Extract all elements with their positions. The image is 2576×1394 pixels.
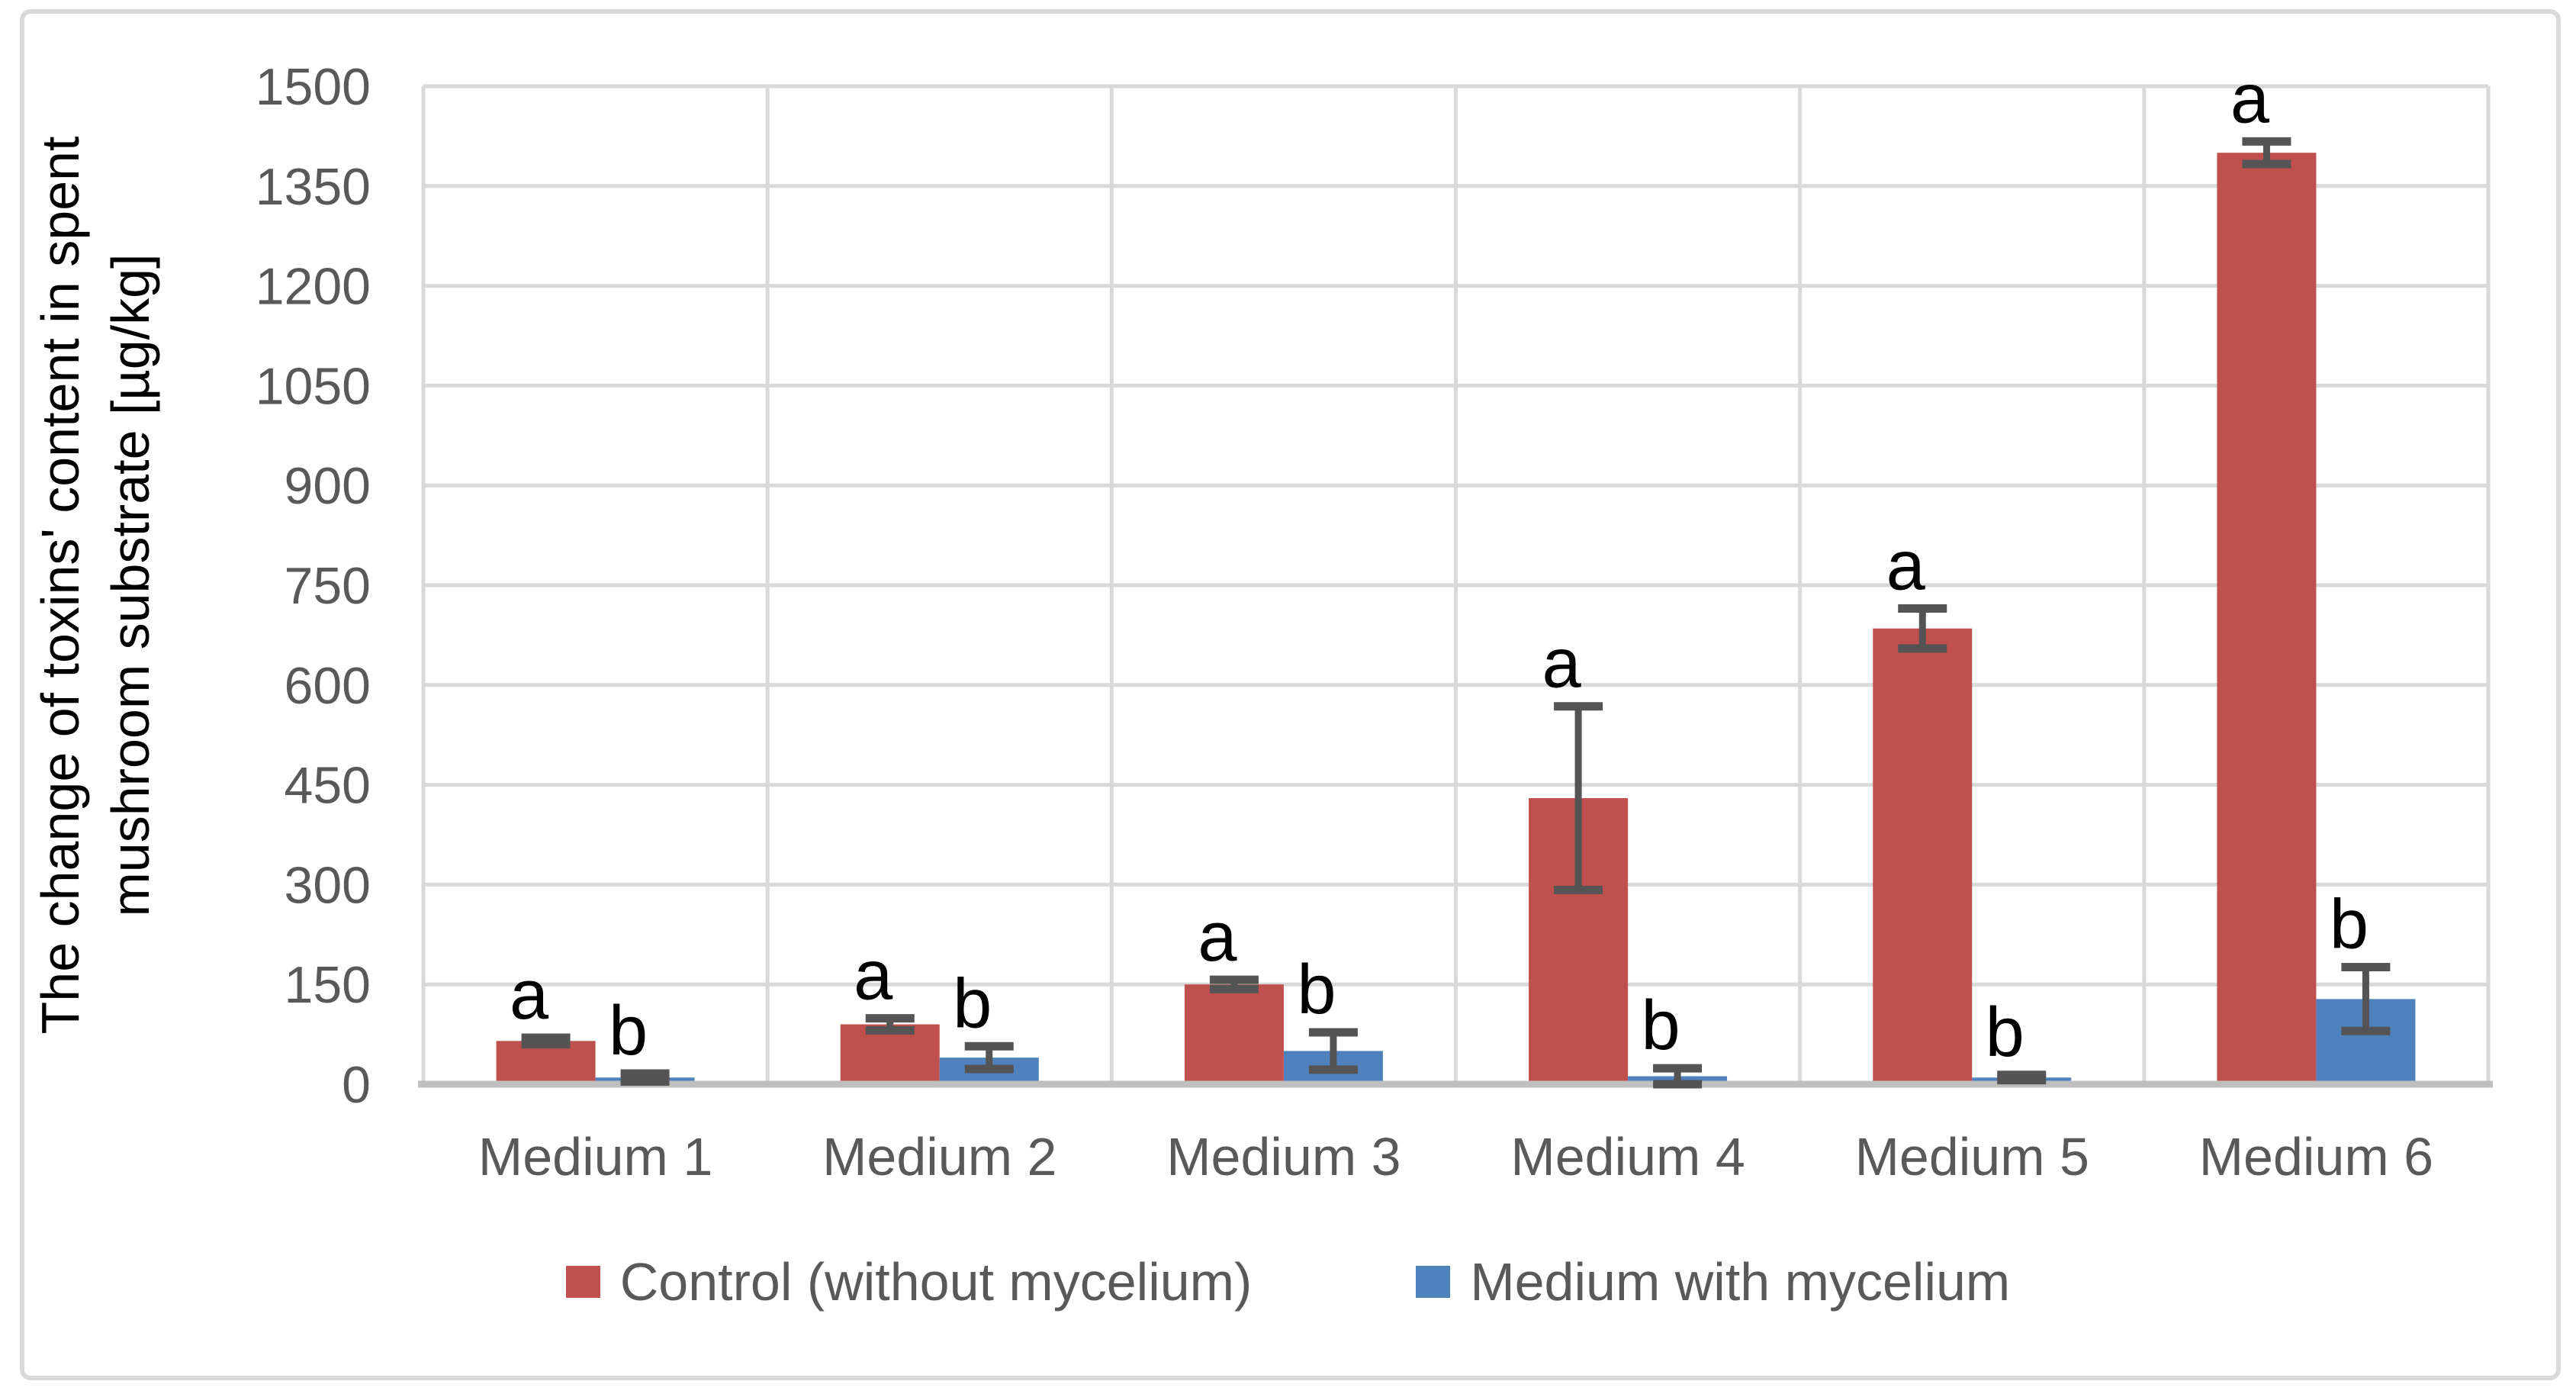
y-tick-label-1200: 1200 — [256, 258, 371, 316]
y-tick-label-300: 300 — [285, 856, 371, 914]
sig-letter-control-5: a — [1886, 527, 1926, 605]
y-tick-label-1350: 1350 — [256, 158, 371, 216]
sig-letter-mycelium-4: b — [1641, 987, 1680, 1064]
sig-letter-control-2: a — [854, 937, 893, 1015]
legend-label-control: Control (without mycelium) — [619, 1252, 1253, 1312]
x-category-label-medium-5: Medium 5 — [1855, 1127, 2089, 1186]
y-tick-label-900: 900 — [285, 457, 371, 515]
sig-letter-control-3: a — [1198, 898, 1237, 976]
x-category-label-medium-1: Medium 1 — [478, 1127, 712, 1186]
sig-letter-control-6: a — [2230, 60, 2270, 137]
x-category-label-medium-4: Medium 4 — [1510, 1127, 1745, 1186]
sig-letter-mycelium-3: b — [1297, 951, 1336, 1029]
sig-letter-mycelium-1: b — [609, 992, 648, 1070]
bar-control-medium-6 — [2217, 153, 2317, 1085]
legend: Control (without mycelium) Medium with m… — [0, 1251, 2576, 1312]
x-category-label-medium-2: Medium 2 — [822, 1127, 1056, 1186]
sig-letter-control-1: a — [510, 956, 549, 1034]
legend-swatch-control — [565, 1266, 600, 1298]
y-tick-label-750: 750 — [285, 557, 371, 615]
sig-letter-mycelium-6: b — [2330, 886, 2369, 964]
y-tick-label-150: 150 — [285, 956, 371, 1014]
legend-item-control: Control (without mycelium) — [565, 1251, 1253, 1312]
sig-letter-control-4: a — [1542, 625, 1581, 703]
x-category-label-medium-6: Medium 6 — [2199, 1127, 2433, 1186]
y-tick-label-600: 600 — [285, 657, 371, 715]
sig-letter-mycelium-2: b — [953, 964, 992, 1042]
x-category-label-medium-3: Medium 3 — [1166, 1127, 1401, 1186]
bar-control-medium-3 — [1184, 984, 1284, 1084]
y-tick-label-1500: 1500 — [256, 58, 371, 116]
legend-label-mycelium: Medium with mycelium — [1470, 1252, 2011, 1312]
bar-control-medium-5 — [1873, 628, 1973, 1084]
sig-letter-mycelium-5: b — [1986, 993, 2024, 1071]
legend-swatch-mycelium — [1416, 1266, 1451, 1298]
legend-item-mycelium: Medium with mycelium — [1416, 1251, 2010, 1312]
y-tick-label-450: 450 — [285, 757, 371, 815]
y-tick-label-0: 0 — [342, 1056, 371, 1114]
y-tick-label-1050: 1050 — [256, 357, 371, 415]
